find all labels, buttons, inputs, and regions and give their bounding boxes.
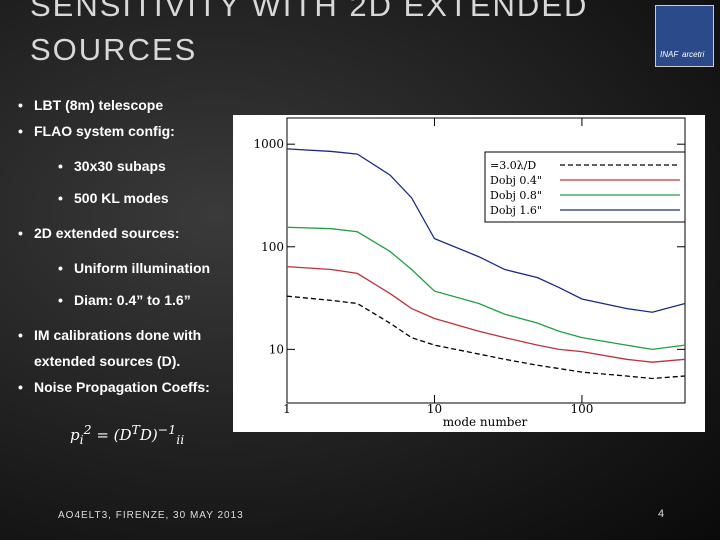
x-tick-label: 100 bbox=[570, 402, 593, 416]
legend-label: Dobj 0.8" bbox=[490, 189, 542, 202]
footer: AO4ELT3, FIRENZE, 30 MAY 2013 bbox=[58, 510, 244, 521]
bullet: FLAO system config: 30x30 subaps500 KL mo… bbox=[18, 118, 223, 220]
x-tick-label: 10 bbox=[427, 402, 442, 416]
formula-part: D) bbox=[139, 426, 158, 444]
y-tick-label: 10 bbox=[269, 342, 284, 356]
formula-part: i bbox=[79, 432, 84, 447]
x-axis-label: mode number bbox=[443, 415, 528, 429]
sub-bullet: Uniform illumination bbox=[58, 252, 223, 284]
bullet-list: LBT (8m) telescope FLAO system config: 30x… bbox=[18, 92, 223, 400]
formula-part: p bbox=[70, 426, 80, 444]
x-tick-label: 1 bbox=[283, 402, 291, 416]
series-line bbox=[286, 148, 686, 313]
logo-text: arcetri bbox=[682, 50, 705, 59]
bullet-text: FLAO system config: bbox=[34, 123, 175, 139]
legend-label: Dobj 0.4" bbox=[490, 174, 542, 187]
formula-part: ii bbox=[176, 432, 185, 447]
y-axis-label: Noise prop. coeff. [nm / slope rms] bbox=[243, 141, 258, 355]
formula-part: 2 bbox=[83, 422, 92, 437]
bullet: LBT (8m) telescope bbox=[18, 92, 223, 118]
formula: pi2 = (DTD)−1ii bbox=[70, 422, 184, 447]
plot-frame bbox=[286, 117, 686, 404]
logo-text: INAF bbox=[660, 50, 679, 59]
legend-label: Dobj 1.6" bbox=[490, 204, 542, 217]
bullet: Noise Propagation Coeffs: bbox=[18, 374, 223, 400]
y-tick-label: 100 bbox=[261, 240, 284, 254]
sub-bullet: Diam: 0.4” to 1.6” bbox=[58, 284, 223, 316]
bullet-text: 2D extended sources: bbox=[34, 225, 180, 241]
bullet-text: LBT (8m) telescope bbox=[34, 97, 164, 113]
slide-title: SENSITIVITY WITH 2D EXTENDED SOURCES bbox=[30, 0, 589, 67]
sub-list: 30x30 subaps500 KL modes bbox=[34, 144, 223, 220]
bullet: 2D extended sources: Uniform illumination… bbox=[18, 220, 223, 322]
series-line bbox=[286, 295, 686, 380]
page-number: 4 bbox=[658, 508, 665, 520]
sub-list: Uniform illuminationDiam: 0.4” to 1.6” bbox=[34, 246, 223, 322]
formula-part: = (D bbox=[91, 426, 132, 444]
formula-part: −1 bbox=[157, 422, 177, 437]
y-tick-label: 1000 bbox=[253, 137, 284, 151]
sub-bullet: 500 KL modes bbox=[58, 182, 223, 214]
legend-label: =3.0λ/D bbox=[490, 159, 536, 172]
series-line bbox=[286, 266, 686, 363]
bullet-text: IM calibrations done with extended sourc… bbox=[34, 327, 202, 369]
formula-part: T bbox=[131, 422, 140, 437]
sub-bullet: 30x30 subaps bbox=[58, 150, 223, 182]
bullet-text: Noise Propagation Coeffs: bbox=[34, 379, 210, 395]
bullet: IM calibrations done with extended sourc… bbox=[18, 322, 223, 374]
series-line bbox=[286, 226, 686, 351]
logo: INAF arcetri bbox=[655, 5, 714, 67]
